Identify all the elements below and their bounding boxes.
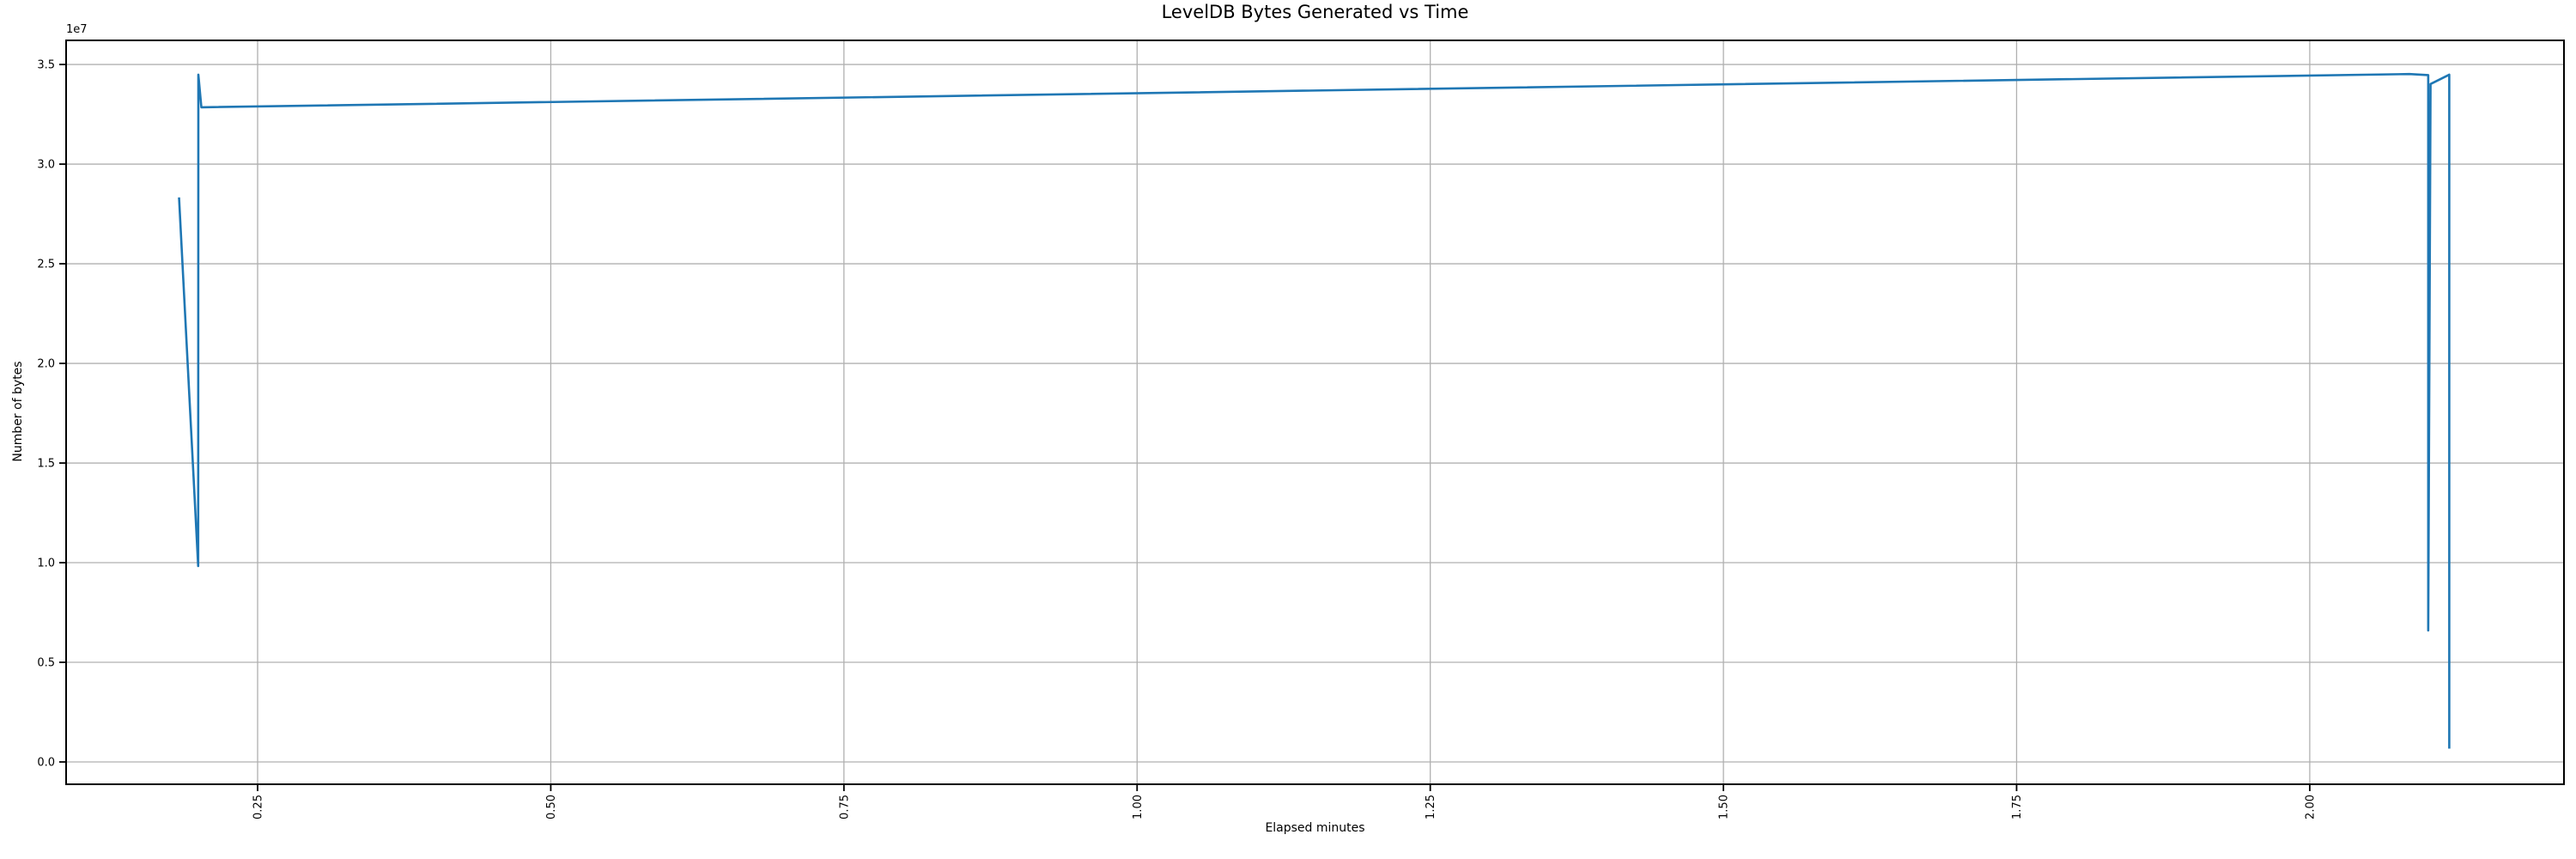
y-tick-label: 1.0 — [37, 557, 55, 570]
series-line — [178, 72, 2451, 749]
y-tick-label: 1.5 — [37, 458, 55, 471]
y-axis-label: Number of bytes — [11, 361, 25, 462]
x-tick-label: 2.00 — [2304, 795, 2317, 819]
grid-lines — [66, 40, 2564, 784]
axis-ticks — [59, 64, 2311, 791]
x-tick-label: 0.50 — [545, 795, 558, 819]
axes-border — [65, 40, 2565, 785]
x-tick-label: 1.50 — [1718, 795, 1731, 819]
y-tick-label: 0.0 — [37, 757, 55, 770]
x-tick-label: 1.00 — [1132, 795, 1145, 819]
y-tick-label: 3.0 — [37, 159, 55, 172]
x-tick-label: 0.75 — [838, 795, 851, 819]
x-tick-label: 1.25 — [1425, 795, 1437, 819]
x-tick-label: 0.25 — [252, 795, 265, 819]
y-tick-label: 2.5 — [37, 259, 55, 271]
axes-spines — [65, 40, 2565, 785]
x-tick-label: 1.75 — [2011, 795, 2024, 819]
chart-title: LevelDB Bytes Generated vs Time — [1161, 2, 1469, 22]
series-lines — [178, 72, 2451, 749]
y-tick-label: 3.5 — [37, 59, 55, 72]
y-tick-label: 2.0 — [37, 358, 55, 371]
x-axis-label: Elapsed minutes — [1265, 821, 1365, 835]
axis-tick-labels: 0.25 0.50 0.75 1.00 1.25 1.50 1.75 2.00 0.0 0.5 1.… — [37, 59, 2317, 819]
y-tick-label: 0.5 — [37, 657, 55, 670]
y-axis-offset-label: 1e7 — [66, 23, 88, 36]
